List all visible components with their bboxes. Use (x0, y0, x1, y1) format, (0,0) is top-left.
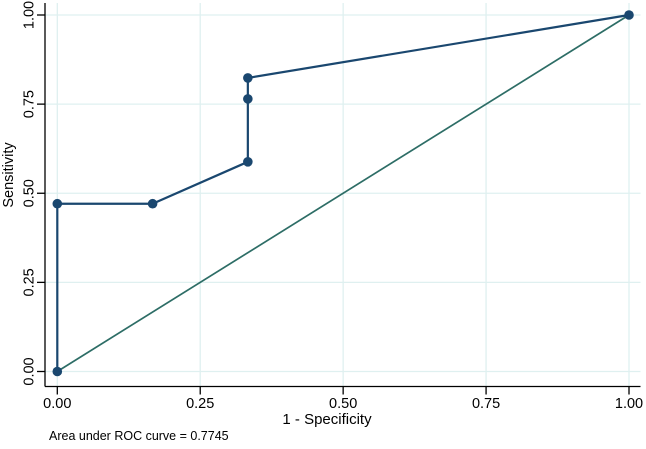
y-tick-label: 0.25 (22, 268, 38, 296)
roc-curve-point (243, 94, 253, 104)
auc-note: Area under ROC curve = 0.7745 (49, 429, 229, 443)
roc-curve-point (52, 366, 63, 377)
y-tick-label: 0.50 (22, 179, 38, 207)
roc-curve-point (624, 10, 634, 20)
reference-line (56, 14, 630, 373)
x-axis-title: 1 - Specificity (282, 411, 372, 428)
roc-curve-point (243, 73, 253, 83)
x-tick-label: 0.50 (329, 396, 357, 412)
y-tick-label: 1.00 (22, 1, 38, 29)
x-tick-label: 1.00 (615, 396, 643, 412)
y-axis-title: Sensitivity (1, 142, 17, 208)
roc-curve-point (243, 157, 253, 167)
y-tick-label: 0.00 (22, 357, 38, 385)
x-tick-label: 0.75 (472, 396, 500, 412)
y-tick-label: 0.75 (22, 90, 38, 118)
x-tick-label: 0.00 (43, 396, 71, 412)
roc-curve-point (147, 198, 158, 209)
roc-curve-point (52, 198, 63, 209)
x-tick-label: 0.25 (186, 396, 214, 412)
